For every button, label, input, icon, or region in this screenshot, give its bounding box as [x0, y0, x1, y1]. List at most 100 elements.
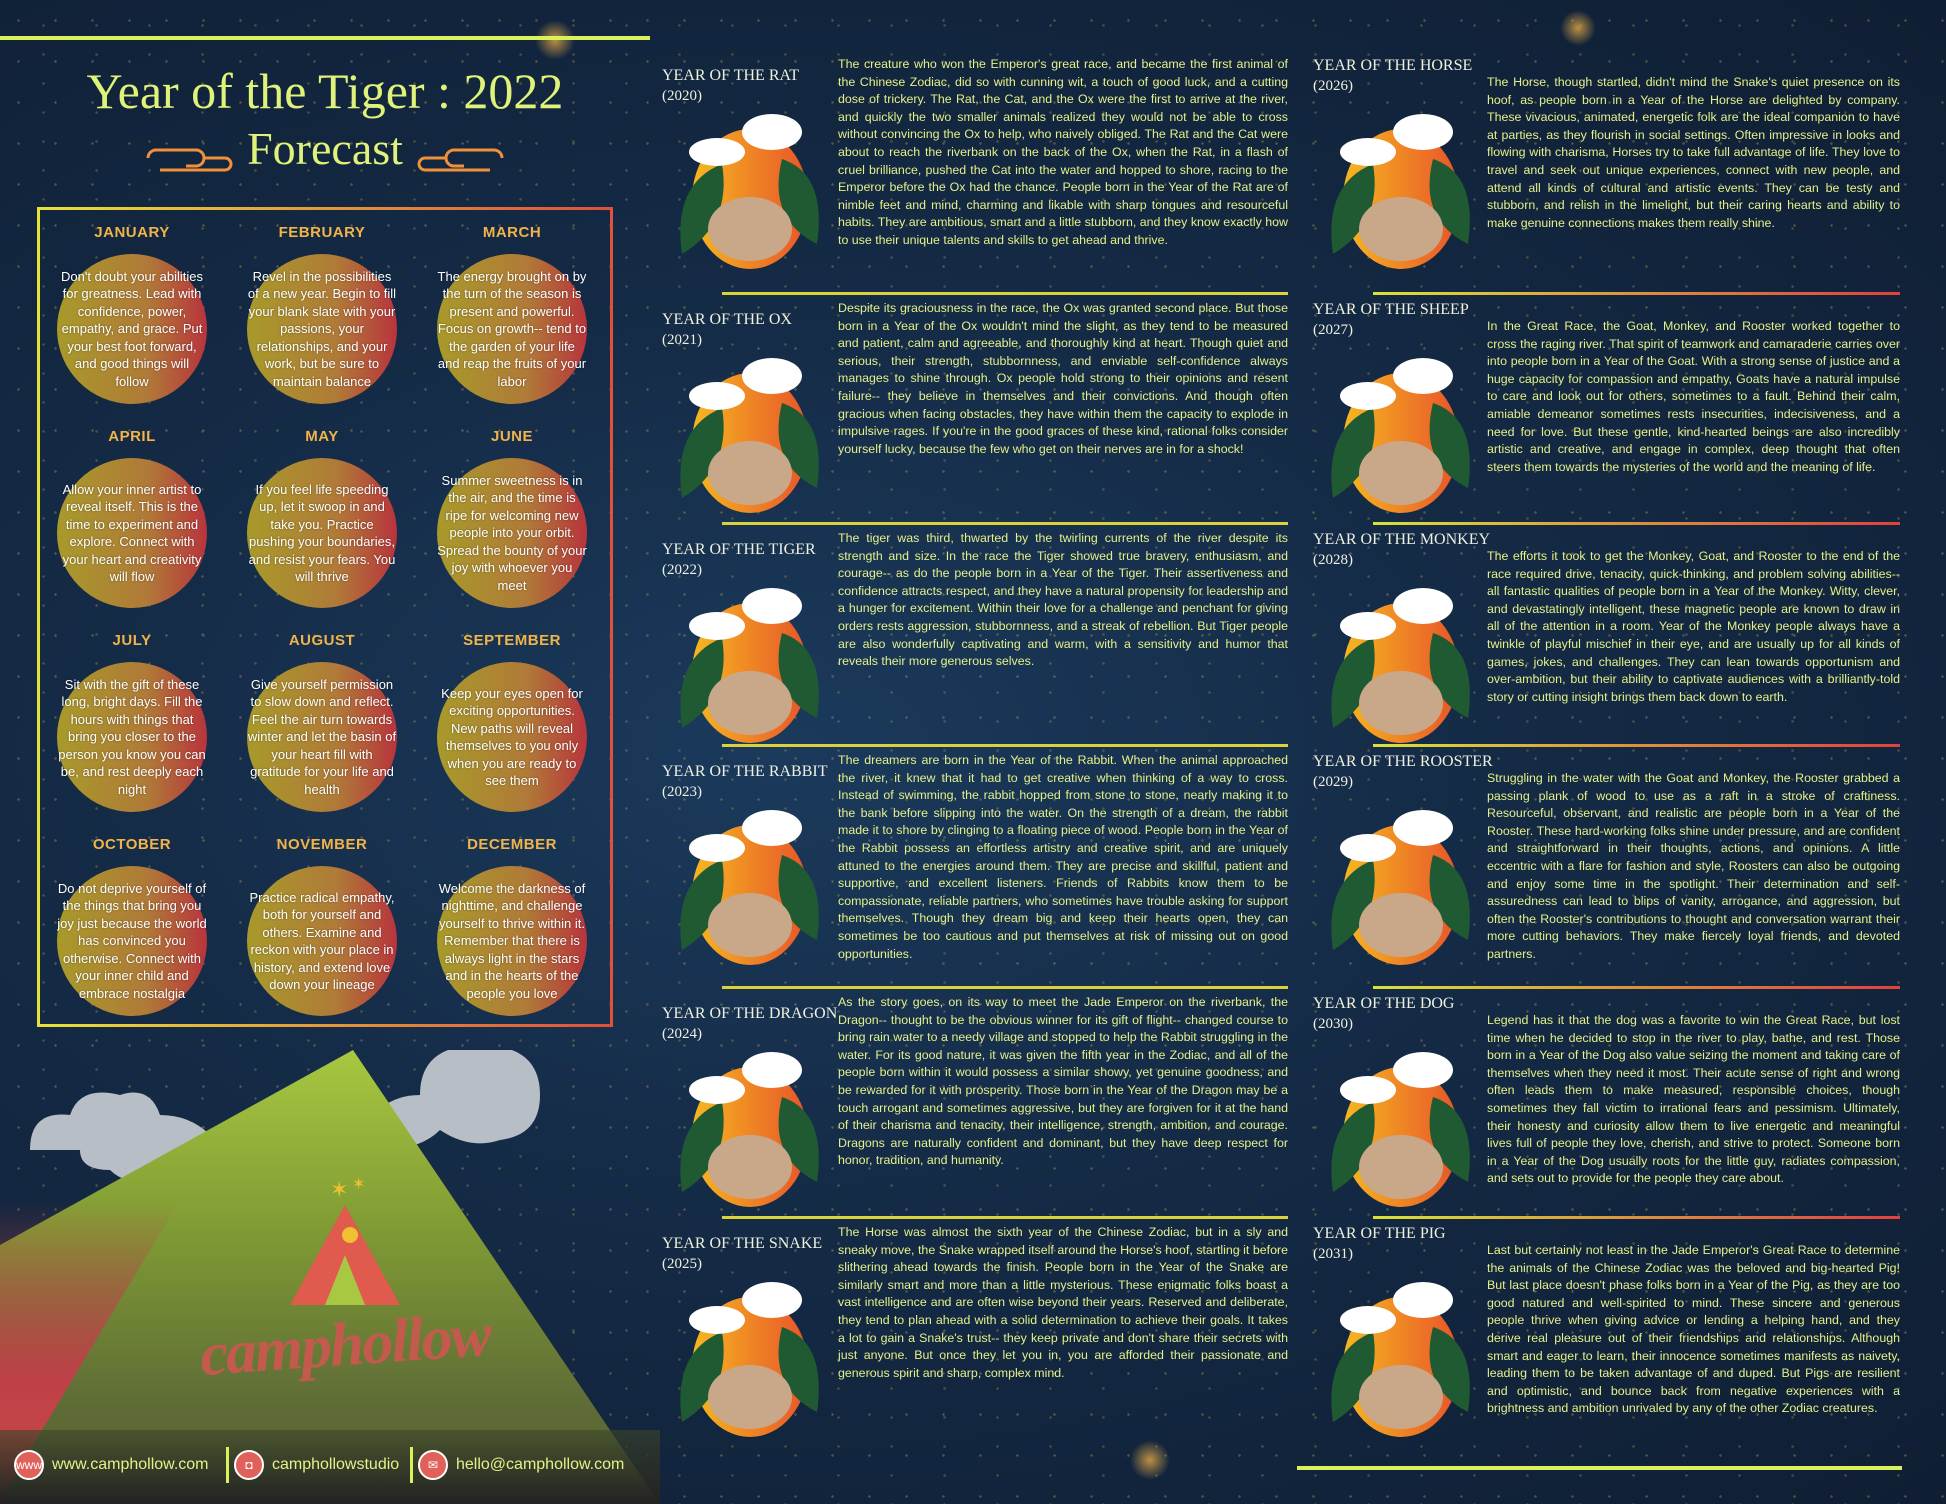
zodiac-title: YEAR OF THE RAT [662, 67, 800, 84]
month-name: AUGUST [288, 632, 356, 649]
footer-separator [226, 1447, 229, 1483]
section-divider [1373, 1216, 1900, 1219]
dog-illustration [1331, 1052, 1470, 1207]
website-text: www.camphollow.com [52, 1456, 209, 1473]
month-december: DECEMBER Welcome the darkness of nighttim… [422, 836, 602, 1016]
zodiac-year: (2024) [662, 1026, 702, 1042]
month-circle: Sit with the gift of these long, bright … [57, 662, 207, 812]
zodiac-description: As the story goes, on its way to meet th… [838, 995, 1288, 1168]
month-forecast: Don't doubt your abilities for greatness… [61, 268, 203, 389]
month-november: NOVEMBER Practice radical empathy, both f… [232, 836, 412, 1016]
zodiac-dragon: YEAR OF THE DRAGON (2024) As the story goe… [662, 994, 1288, 1224]
ox-illustration [680, 358, 819, 513]
instagram-text: camphollowstudio [272, 1456, 400, 1473]
month-circle: Do not deprive yourself of the things th… [57, 866, 207, 1016]
zodiac-description: The Horse was almost the sixth year of t… [838, 1225, 1288, 1380]
month-forecast: Welcome the darkness of nighttime, and c… [438, 880, 586, 1001]
zodiac-description: The creature who won the Emperor's great… [838, 57, 1288, 247]
month-circle: Revel in the possibilities of a new year… [247, 254, 397, 404]
month-name: MAY [305, 428, 339, 445]
month-forecast: If you feel life speeding up, let it swo… [248, 481, 396, 585]
month-january: JANUARY Don't doubt your abilities for gr… [42, 224, 222, 404]
svg-text:✶: ✶ [352, 1176, 365, 1193]
instagram-link[interactable]: ◘ camphollowstudio [234, 1450, 399, 1480]
email-link[interactable]: ✉ hello@camphollow.com [418, 1450, 624, 1480]
zodiac-year: (2027) [1313, 322, 1353, 338]
website-link[interactable]: www www.camphollow.com [14, 1450, 209, 1480]
section-divider [1373, 522, 1900, 525]
month-april: APRIL Allow your inner artist to reveal i… [42, 428, 222, 608]
zodiac-dog: YEAR OF THE DOG (2030) Legend has it that … [1313, 994, 1900, 1224]
month-name: JUNE [490, 428, 533, 445]
month-forecast: Keep your eyes open for exciting opportu… [441, 685, 583, 789]
zodiac-rabbit: YEAR OF THE RABBIT (2023) The dreamers are… [662, 752, 1288, 982]
zodiac-year: (2022) [662, 562, 702, 578]
star-glow [535, 20, 575, 60]
section-divider [722, 744, 1288, 747]
month-forecast: Summer sweetness is in the air, and the … [437, 472, 587, 593]
zodiac-description: Last but certainly not least in the Jade… [1487, 1243, 1900, 1416]
month-october: OCTOBER Do not deprive yourself of the th… [42, 836, 222, 1016]
zodiac-tiger: YEAR OF THE TIGER (2022) The tiger was thi… [662, 530, 1288, 760]
zodiac-year: (2023) [662, 784, 702, 800]
month-name: APRIL [108, 428, 156, 445]
page-subtitle: Forecast [247, 123, 403, 174]
month-name: OCTOBER [92, 836, 172, 853]
month-name: NOVEMBER [276, 836, 368, 853]
snake-illustration [680, 1282, 819, 1437]
month-circle: Give yourself permission to slow down an… [247, 662, 397, 812]
month-circle: Practice radical empathy, both for yours… [247, 866, 397, 1016]
footer [0, 1430, 660, 1504]
month-name: MARCH [482, 224, 542, 241]
zodiac-description: The tiger was third, thwarted by the twi… [838, 531, 1288, 669]
svg-text:✶: ✶ [330, 1177, 348, 1202]
section-divider [722, 292, 1288, 295]
zodiac-year: (2028) [1313, 552, 1353, 568]
month-name: JULY [112, 632, 152, 649]
rat-illustration [680, 114, 819, 269]
zodiac-horse: YEAR OF THE HORSE (2026) The Horse, though… [1313, 56, 1900, 286]
month-circle: Welcome the darkness of nighttime, and c… [437, 866, 587, 1016]
month-name: FEBRUARY [278, 224, 366, 241]
zodiac-year: (2021) [662, 332, 702, 348]
star-glow [1560, 10, 1596, 46]
zodiac-year: (2031) [1313, 1246, 1353, 1262]
month-may: MAY If you feel life speeding up, let it … [232, 428, 412, 608]
mail-icon: ✉ [418, 1450, 448, 1480]
month-forecast: Practice radical empathy, both for yours… [249, 889, 395, 993]
zodiac-title: YEAR OF THE DRAGON [662, 1005, 838, 1022]
zodiac-title: YEAR OF THE DOG [1313, 995, 1455, 1012]
zodiac-title: YEAR OF THE MONKEY [1313, 531, 1491, 548]
month-circle: Allow your inner artist to reveal itself… [57, 458, 207, 608]
zodiac-year: (2020) [662, 88, 702, 104]
month-august: AUGUST Give yourself permission to slow d… [232, 632, 412, 812]
zodiac-snake: YEAR OF THE SNAKE (2025) The Horse was alm… [662, 1224, 1288, 1454]
month-circle: Keep your eyes open for exciting opportu… [437, 662, 587, 812]
bottom-divider [1297, 1466, 1902, 1470]
top-divider [0, 36, 650, 40]
section-divider [1373, 292, 1900, 295]
month-march: MARCH The energy brought on by the turn o… [422, 224, 602, 404]
zodiac-year: (2026) [1313, 78, 1353, 94]
globe-icon: www [14, 1450, 44, 1480]
cloud-swirl-icon [417, 148, 504, 172]
zodiac-description: Legend has it that the dog was a favorit… [1487, 1013, 1900, 1186]
section-divider [722, 522, 1288, 525]
monkey-illustration [1331, 588, 1470, 743]
dragon-illustration [680, 1052, 819, 1207]
zodiac-ox: YEAR OF THE OX (2021) Despite its gracious… [662, 300, 1288, 530]
zodiac-year: (2029) [1313, 774, 1353, 790]
footer-separator [410, 1447, 413, 1483]
section-divider [722, 1216, 1288, 1219]
zodiac-rat: YEAR OF THE RAT (2020) The creature who wo… [662, 56, 1288, 286]
zodiac-description: Struggling in the water with the Goat an… [1487, 771, 1900, 961]
pig-illustration [1331, 1282, 1470, 1437]
month-forecast: Allow your inner artist to reveal itself… [62, 481, 202, 585]
zodiac-description: The efforts it took to get the Monkey, G… [1487, 549, 1900, 704]
zodiac-year: (2025) [662, 1256, 702, 1272]
zodiac-sheep: YEAR OF THE SHEEP (2027) In the Great Race… [1313, 300, 1900, 530]
zodiac-title: YEAR OF THE ROOSTER [1313, 753, 1493, 770]
zodiac-description: The Horse, though startled, didn't mind … [1487, 75, 1900, 230]
zodiac-description: In the Great Race, the Goat, Monkey, and… [1487, 319, 1900, 474]
month-circle: If you feel life speeding up, let it swo… [247, 458, 397, 608]
